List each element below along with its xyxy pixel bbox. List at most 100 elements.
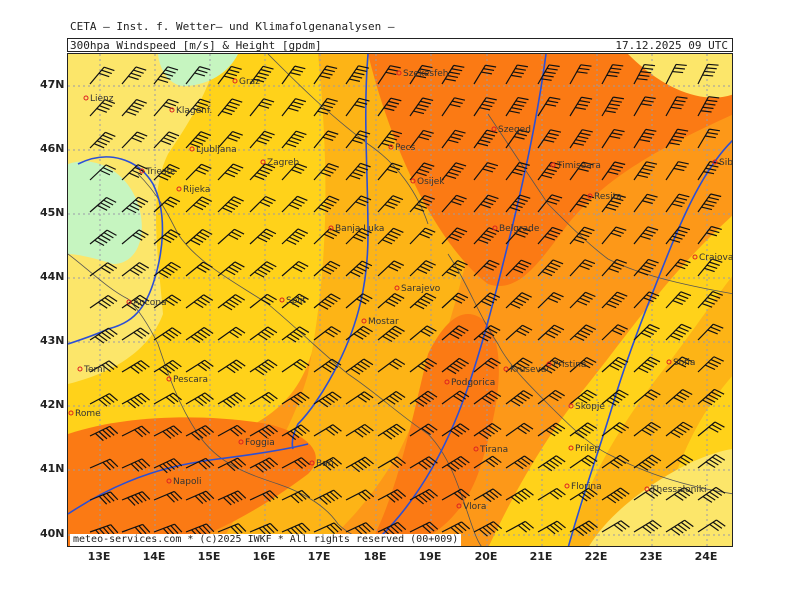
wind-barb xyxy=(665,128,689,149)
wind-barbs xyxy=(89,63,726,539)
wind-barb xyxy=(249,163,276,181)
wind-barb xyxy=(313,391,342,408)
wind-barb xyxy=(601,226,627,245)
city-label: Craiova xyxy=(699,253,733,263)
wind-barb xyxy=(281,359,310,373)
city-marker xyxy=(456,503,462,509)
wind-barb xyxy=(665,291,692,309)
wind-barb xyxy=(569,324,597,341)
wind-barb xyxy=(409,390,438,407)
wind-barb xyxy=(345,489,375,502)
wind-barb xyxy=(441,194,467,213)
wind-barb xyxy=(89,327,118,344)
wind-barb xyxy=(121,196,149,214)
wind-barb xyxy=(633,519,662,534)
wind-barb xyxy=(697,225,722,245)
wind-barb xyxy=(281,195,308,213)
wind-barb xyxy=(537,455,566,472)
latitude-label: 47N xyxy=(40,78,65,91)
wind-barb xyxy=(217,457,247,472)
wind-barb xyxy=(697,160,721,181)
wind-barb xyxy=(153,327,182,341)
wind-barb xyxy=(505,129,530,149)
wind-barb xyxy=(665,454,694,469)
wind-barb xyxy=(505,455,534,470)
wind-barb xyxy=(601,422,630,437)
wind-barb xyxy=(345,227,372,245)
wind-barb xyxy=(377,521,407,538)
wind-barb xyxy=(217,359,246,374)
wind-barb xyxy=(409,227,436,245)
wind-barb xyxy=(345,456,374,473)
wind-barb xyxy=(153,294,182,309)
wind-barb xyxy=(281,293,309,309)
chart-title: CETA – Inst. f. Wetter– und Klimafolgena… xyxy=(70,20,395,33)
product-bar: 300hpa_Windspeed_[m/s]_&_Height_[gpdm] 1… xyxy=(67,38,733,52)
city-label: Resita xyxy=(594,192,622,202)
city-label: Bari xyxy=(316,459,334,469)
wind-barb xyxy=(89,229,117,246)
city-marker xyxy=(491,126,497,132)
wind-barb xyxy=(377,456,406,469)
longitude-label: 14E xyxy=(142,550,166,563)
wind-barb xyxy=(153,392,182,405)
wind-barb xyxy=(249,522,279,537)
contour-east xyxy=(567,139,732,546)
wind-barb xyxy=(441,97,466,117)
wind-barb xyxy=(313,162,339,181)
wind-barb xyxy=(473,390,502,405)
wind-barb xyxy=(121,327,150,341)
wind-barb xyxy=(697,421,725,437)
city-label: Ancona xyxy=(133,298,167,308)
contour-central-east xyxy=(369,54,547,546)
wind-barb xyxy=(185,359,214,373)
latitude-label: 44N xyxy=(40,270,65,283)
wind-barb xyxy=(249,326,278,341)
wind-barb xyxy=(537,64,560,85)
wind-barb xyxy=(249,228,277,245)
wind-barb xyxy=(537,389,565,405)
wind-barb xyxy=(345,293,373,309)
wind-barb xyxy=(537,96,561,117)
city-marker xyxy=(169,107,175,113)
latitude-label: 40N xyxy=(40,527,65,540)
wind-barb xyxy=(217,424,246,437)
city-label: Graz xyxy=(239,77,260,87)
longitude-label: 21E xyxy=(529,550,553,563)
wind-barb xyxy=(121,131,148,149)
city-label: Split xyxy=(286,296,306,306)
wind-barb xyxy=(665,323,692,341)
wind-barb xyxy=(569,389,597,405)
wind-barb xyxy=(473,423,502,440)
wind-barb xyxy=(569,96,593,117)
wind-barb xyxy=(249,359,278,376)
wind-barb xyxy=(409,292,437,310)
wind-barb xyxy=(249,195,276,213)
wind-barb xyxy=(633,454,662,471)
wind-barb xyxy=(505,390,534,407)
wind-barb xyxy=(313,260,341,277)
wind-barb xyxy=(153,458,183,474)
wind-barb xyxy=(185,228,213,246)
wind-barb xyxy=(601,193,626,213)
wind-barb xyxy=(697,291,723,309)
city-marker xyxy=(546,361,552,367)
wind-barb xyxy=(217,196,244,213)
wind-barb xyxy=(153,131,180,149)
wind-barb xyxy=(121,360,150,374)
wind-barb xyxy=(409,521,439,534)
wind-barb xyxy=(601,64,624,85)
city-label: Tirana xyxy=(479,445,508,455)
wind-barb xyxy=(697,128,720,149)
wind-barb xyxy=(377,97,402,117)
wind-barb xyxy=(697,356,724,373)
wind-barb xyxy=(473,194,499,213)
wind-barb xyxy=(441,292,469,309)
wind-barb xyxy=(153,163,180,181)
wind-barb xyxy=(249,424,278,439)
wind-barb xyxy=(121,164,148,181)
city-marker xyxy=(568,403,574,409)
wind-barb xyxy=(633,291,660,309)
wind-barb xyxy=(313,228,340,245)
wind-barb xyxy=(121,392,150,409)
